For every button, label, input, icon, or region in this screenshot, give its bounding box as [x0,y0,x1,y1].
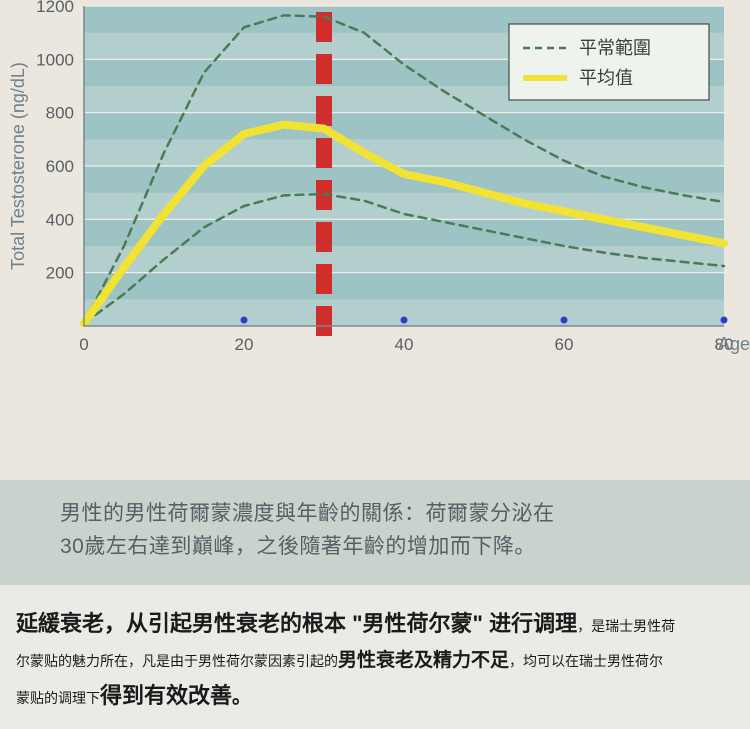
desc-frag: 蒙贴的调理下 [16,690,100,706]
desc-frag: ，均可以在瑞士男性荷尔 [509,653,663,669]
svg-text:1000: 1000 [36,50,74,69]
desc-frag: ，是瑞士男性荷 [577,618,675,634]
desc-frag: 尔蒙贴的魅力所在，凡是由于男性荷尔蒙因素引起的 [16,653,338,669]
svg-text:200: 200 [46,264,74,283]
svg-text:1200: 1200 [36,0,74,16]
svg-text:20: 20 [235,335,254,354]
testosterone-chart: 20040060080010001200020406080 AgeTotal T… [0,0,750,480]
svg-text:60: 60 [555,335,574,354]
svg-text:600: 600 [46,157,74,176]
caption-line2: 30歲左右達到巔峰，之後隨著年齡的增加而下降。 [60,535,536,558]
svg-text:800: 800 [46,104,74,123]
caption-line1: 男性的男性荷爾蒙濃度與年齡的關係：荷爾蒙分泌在 [60,502,555,525]
svg-text:0: 0 [79,335,88,354]
svg-text:平均值: 平均值 [579,68,633,88]
desc-frag: 得到有效改善 [100,683,232,708]
chart-caption: 男性的男性荷爾蒙濃度與年齡的關係：荷爾蒙分泌在 30歲左右達到巔峰，之後隨著年齡… [0,480,750,585]
description-text: 延緩衰老，从引起男性衰老的根本 "男性荷尔蒙" 进行调理，是瑞士男性荷 尔蒙贴的… [0,585,750,729]
desc-frag: 男性衰老及精力不足 [338,650,509,671]
svg-text:Total Testosterone (ng/dL): Total Testosterone (ng/dL) [8,62,28,270]
svg-text:平常範圍: 平常範圍 [579,38,651,58]
svg-text:Age: Age [718,334,750,354]
svg-text:40: 40 [395,335,414,354]
desc-frag: 延緩衰老，从引起男性衰老的根本 "男性荷尔蒙" 进行调理 [16,611,577,636]
desc-frag: 。 [232,687,251,708]
svg-text:400: 400 [46,210,74,229]
